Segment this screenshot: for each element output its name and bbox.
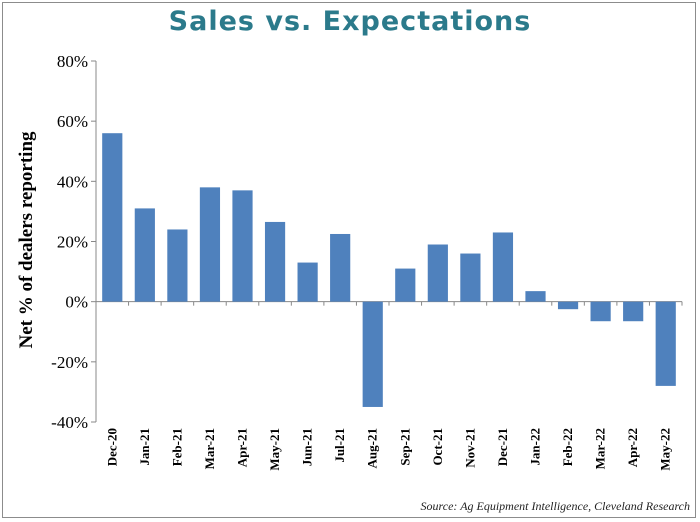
plot-area: 80% 60% 40% 20% 0% -20% -40% Dec-20 Jan-21 Feb-21… [51, 52, 683, 471]
bar [362, 301, 383, 407]
bar [460, 253, 481, 302]
y-tick-label: -40% [51, 413, 88, 432]
bar [557, 301, 579, 310]
x-tick-label: May-22 [658, 428, 673, 471]
y-tick-label: 40% [57, 172, 88, 191]
bar [525, 291, 546, 302]
x-tick-label: Mar-22 [593, 428, 608, 469]
x-tick-label: Feb-22 [560, 428, 575, 466]
x-tick-label: Mar-21 [202, 428, 217, 469]
bar [134, 208, 155, 302]
x-tick-label: Apr-22 [625, 428, 640, 467]
y-tick-label: -20% [51, 353, 88, 372]
x-tick-label: Nov-21 [462, 428, 477, 468]
y-tick-label: 80% [57, 52, 88, 71]
bar [655, 301, 676, 386]
x-tick-label: Dec-21 [495, 428, 510, 466]
bar [297, 262, 318, 302]
y-tick-label: 60% [57, 112, 88, 131]
x-tick-label: Feb-21 [169, 428, 184, 466]
bar [167, 229, 188, 302]
x-tick-label: Apr-21 [235, 428, 250, 467]
y-tick-label: 0% [65, 293, 88, 312]
x-tick-label: Jul-21 [332, 428, 347, 463]
x-tick-label: May-21 [267, 428, 282, 471]
bar [395, 268, 416, 302]
source-note: Source: Ag Equipment Intelligence, Cleve… [420, 499, 690, 513]
bar [427, 244, 448, 302]
x-tick-label: Sep-21 [397, 428, 412, 466]
bar [590, 301, 611, 322]
y-tick-label: 20% [57, 233, 88, 252]
x-tick-label: Dec-20 [104, 428, 119, 466]
bar [102, 133, 123, 302]
bar [199, 187, 221, 302]
bar [232, 190, 253, 302]
bar [330, 233, 351, 302]
x-tick-label: Oct-21 [430, 428, 445, 466]
x-tick-label: Jun-21 [300, 428, 315, 466]
x-tick-label: Jan-21 [137, 428, 152, 466]
bar [264, 221, 286, 302]
chart-title: Sales vs. Expectations [168, 6, 532, 37]
bar [623, 301, 644, 322]
x-tick-label: Jan-22 [528, 428, 543, 466]
bar [492, 232, 514, 302]
x-tick-label: Aug-21 [365, 428, 380, 468]
